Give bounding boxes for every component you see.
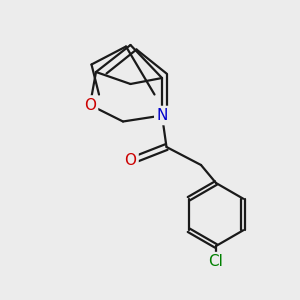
Text: O: O xyxy=(124,153,136,168)
Text: Cl: Cl xyxy=(208,254,224,269)
Text: N: N xyxy=(156,108,168,123)
Text: O: O xyxy=(84,98,96,112)
